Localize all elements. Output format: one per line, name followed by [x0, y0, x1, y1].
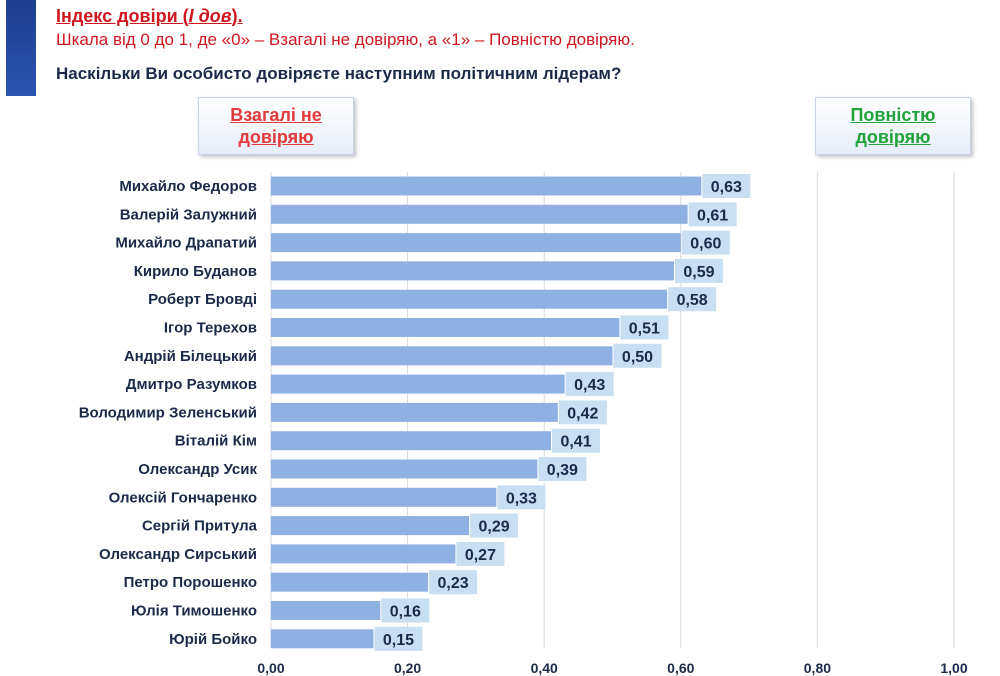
value-label: 0,15 [383, 632, 414, 649]
category-label: Олексій Гончаренко [109, 489, 257, 506]
x-tick-label: 0,40 [531, 660, 558, 676]
bar [271, 261, 674, 281]
scale-low-label: Взагалі не довіряю [198, 97, 354, 155]
value-label: 0,39 [547, 462, 578, 479]
x-tick-label: 0,00 [257, 660, 284, 676]
value-label-box [620, 315, 669, 340]
value-label: 0,27 [465, 547, 496, 564]
category-label: Петро Порошенко [124, 574, 257, 591]
value-label-box [538, 457, 587, 481]
category-label: Сергій Притула [142, 518, 258, 535]
value-label: 0,43 [574, 377, 605, 394]
category-label: Ігор Терехов [164, 320, 257, 337]
bar [271, 629, 374, 649]
survey-question: Наскільки Ви особисто довіряєте наступни… [56, 64, 622, 83]
category-label: Олександр Сирський [99, 546, 257, 563]
title-end: ). [231, 6, 243, 26]
bar [271, 204, 688, 224]
scale-low-line2: довіряю [238, 127, 314, 147]
bar [271, 516, 470, 536]
value-label-box [681, 230, 730, 255]
bar [271, 487, 497, 507]
x-tick-label: 0,20 [394, 660, 421, 676]
category-label: Дмитро Разумков [126, 376, 257, 393]
bar [271, 176, 702, 196]
title-main: Індекс довіри ( [56, 6, 189, 26]
value-label: 0,42 [567, 405, 598, 422]
category-label: Володимир Зеленський [79, 404, 257, 421]
x-tick-label: 0,60 [667, 660, 694, 676]
category-label: Олександр Усик [138, 461, 257, 478]
value-label-box [674, 258, 723, 283]
value-label-box [558, 400, 607, 425]
value-label: 0,59 [683, 264, 714, 281]
scale-high-text: Повністю довіряю [833, 104, 953, 148]
bar [271, 431, 552, 451]
value-label: 0,33 [506, 490, 537, 507]
value-label-box [565, 372, 614, 397]
category-label: Андрій Білецький [124, 348, 257, 365]
value-label-box [688, 202, 737, 227]
bar [271, 572, 429, 592]
value-label: 0,63 [711, 179, 742, 196]
bar [271, 402, 558, 422]
bar [271, 318, 620, 337]
bar [271, 233, 681, 253]
value-label: 0,51 [629, 321, 660, 338]
x-tick-label: 0,80 [804, 660, 831, 676]
value-label-box [668, 287, 717, 312]
value-label: 0,29 [478, 519, 509, 536]
category-label: Михайло Драпатий [115, 235, 257, 252]
value-label-box [429, 570, 478, 595]
value-label: 0,58 [677, 292, 708, 309]
category-label: Кирило Буданов [134, 263, 257, 280]
value-label: 0,60 [690, 236, 721, 253]
scale-low-text: Взагалі не довіряю [216, 104, 336, 148]
value-label-box [702, 174, 751, 198]
value-label-box [552, 428, 601, 453]
value-label-box [497, 485, 546, 510]
page-title: Індекс довіри (І дов). [56, 6, 243, 27]
category-label: Віталій Кім [175, 433, 257, 450]
value-label-box [613, 343, 662, 368]
category-label: Валерій Залужний [120, 206, 257, 223]
bar [271, 544, 456, 564]
bar [271, 601, 381, 620]
title-italic: І дов [188, 6, 232, 26]
scale-low-line1: Взагалі не [230, 105, 322, 125]
page-subtitle: Шкала від 0 до 1, де «0» – Взагалі не до… [56, 30, 635, 49]
bar [271, 289, 668, 309]
scale-high-label: Повністю довіряю [815, 97, 971, 155]
value-label: 0,23 [438, 575, 469, 592]
x-tick-label: 1,00 [940, 660, 967, 676]
value-label-box [470, 513, 519, 538]
category-label: Юлія Тимошенко [131, 603, 257, 620]
accent-bar [6, 0, 36, 96]
bar [271, 459, 538, 479]
value-label: 0,61 [697, 207, 728, 224]
scale-high-line1: Повністю [850, 105, 936, 125]
value-label-box [456, 541, 505, 566]
value-label-box [381, 598, 430, 623]
scale-high-line2: довіряю [855, 127, 931, 147]
category-label: Роберт Бровді [148, 291, 257, 308]
value-label: 0,16 [390, 604, 421, 621]
bar [271, 374, 565, 394]
bar [271, 346, 613, 366]
value-label: 0,50 [622, 349, 653, 366]
category-label: Михайло Федоров [119, 178, 257, 195]
value-label-box [374, 626, 423, 651]
category-label: Юрій Бойко [169, 631, 257, 648]
value-label: 0,41 [560, 434, 591, 451]
